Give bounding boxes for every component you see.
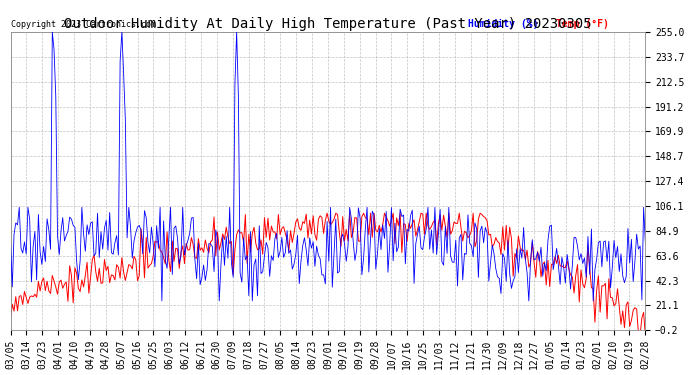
Text: Temp (°F): Temp (°F)	[556, 19, 609, 29]
Title: Outdoor Humidity At Daily High Temperature (Past Year) 20230305: Outdoor Humidity At Daily High Temperatu…	[64, 17, 592, 31]
Text: Copyright 2023 Cartronics.com: Copyright 2023 Cartronics.com	[11, 20, 156, 29]
Text: Humidity (%): Humidity (%)	[468, 19, 538, 29]
